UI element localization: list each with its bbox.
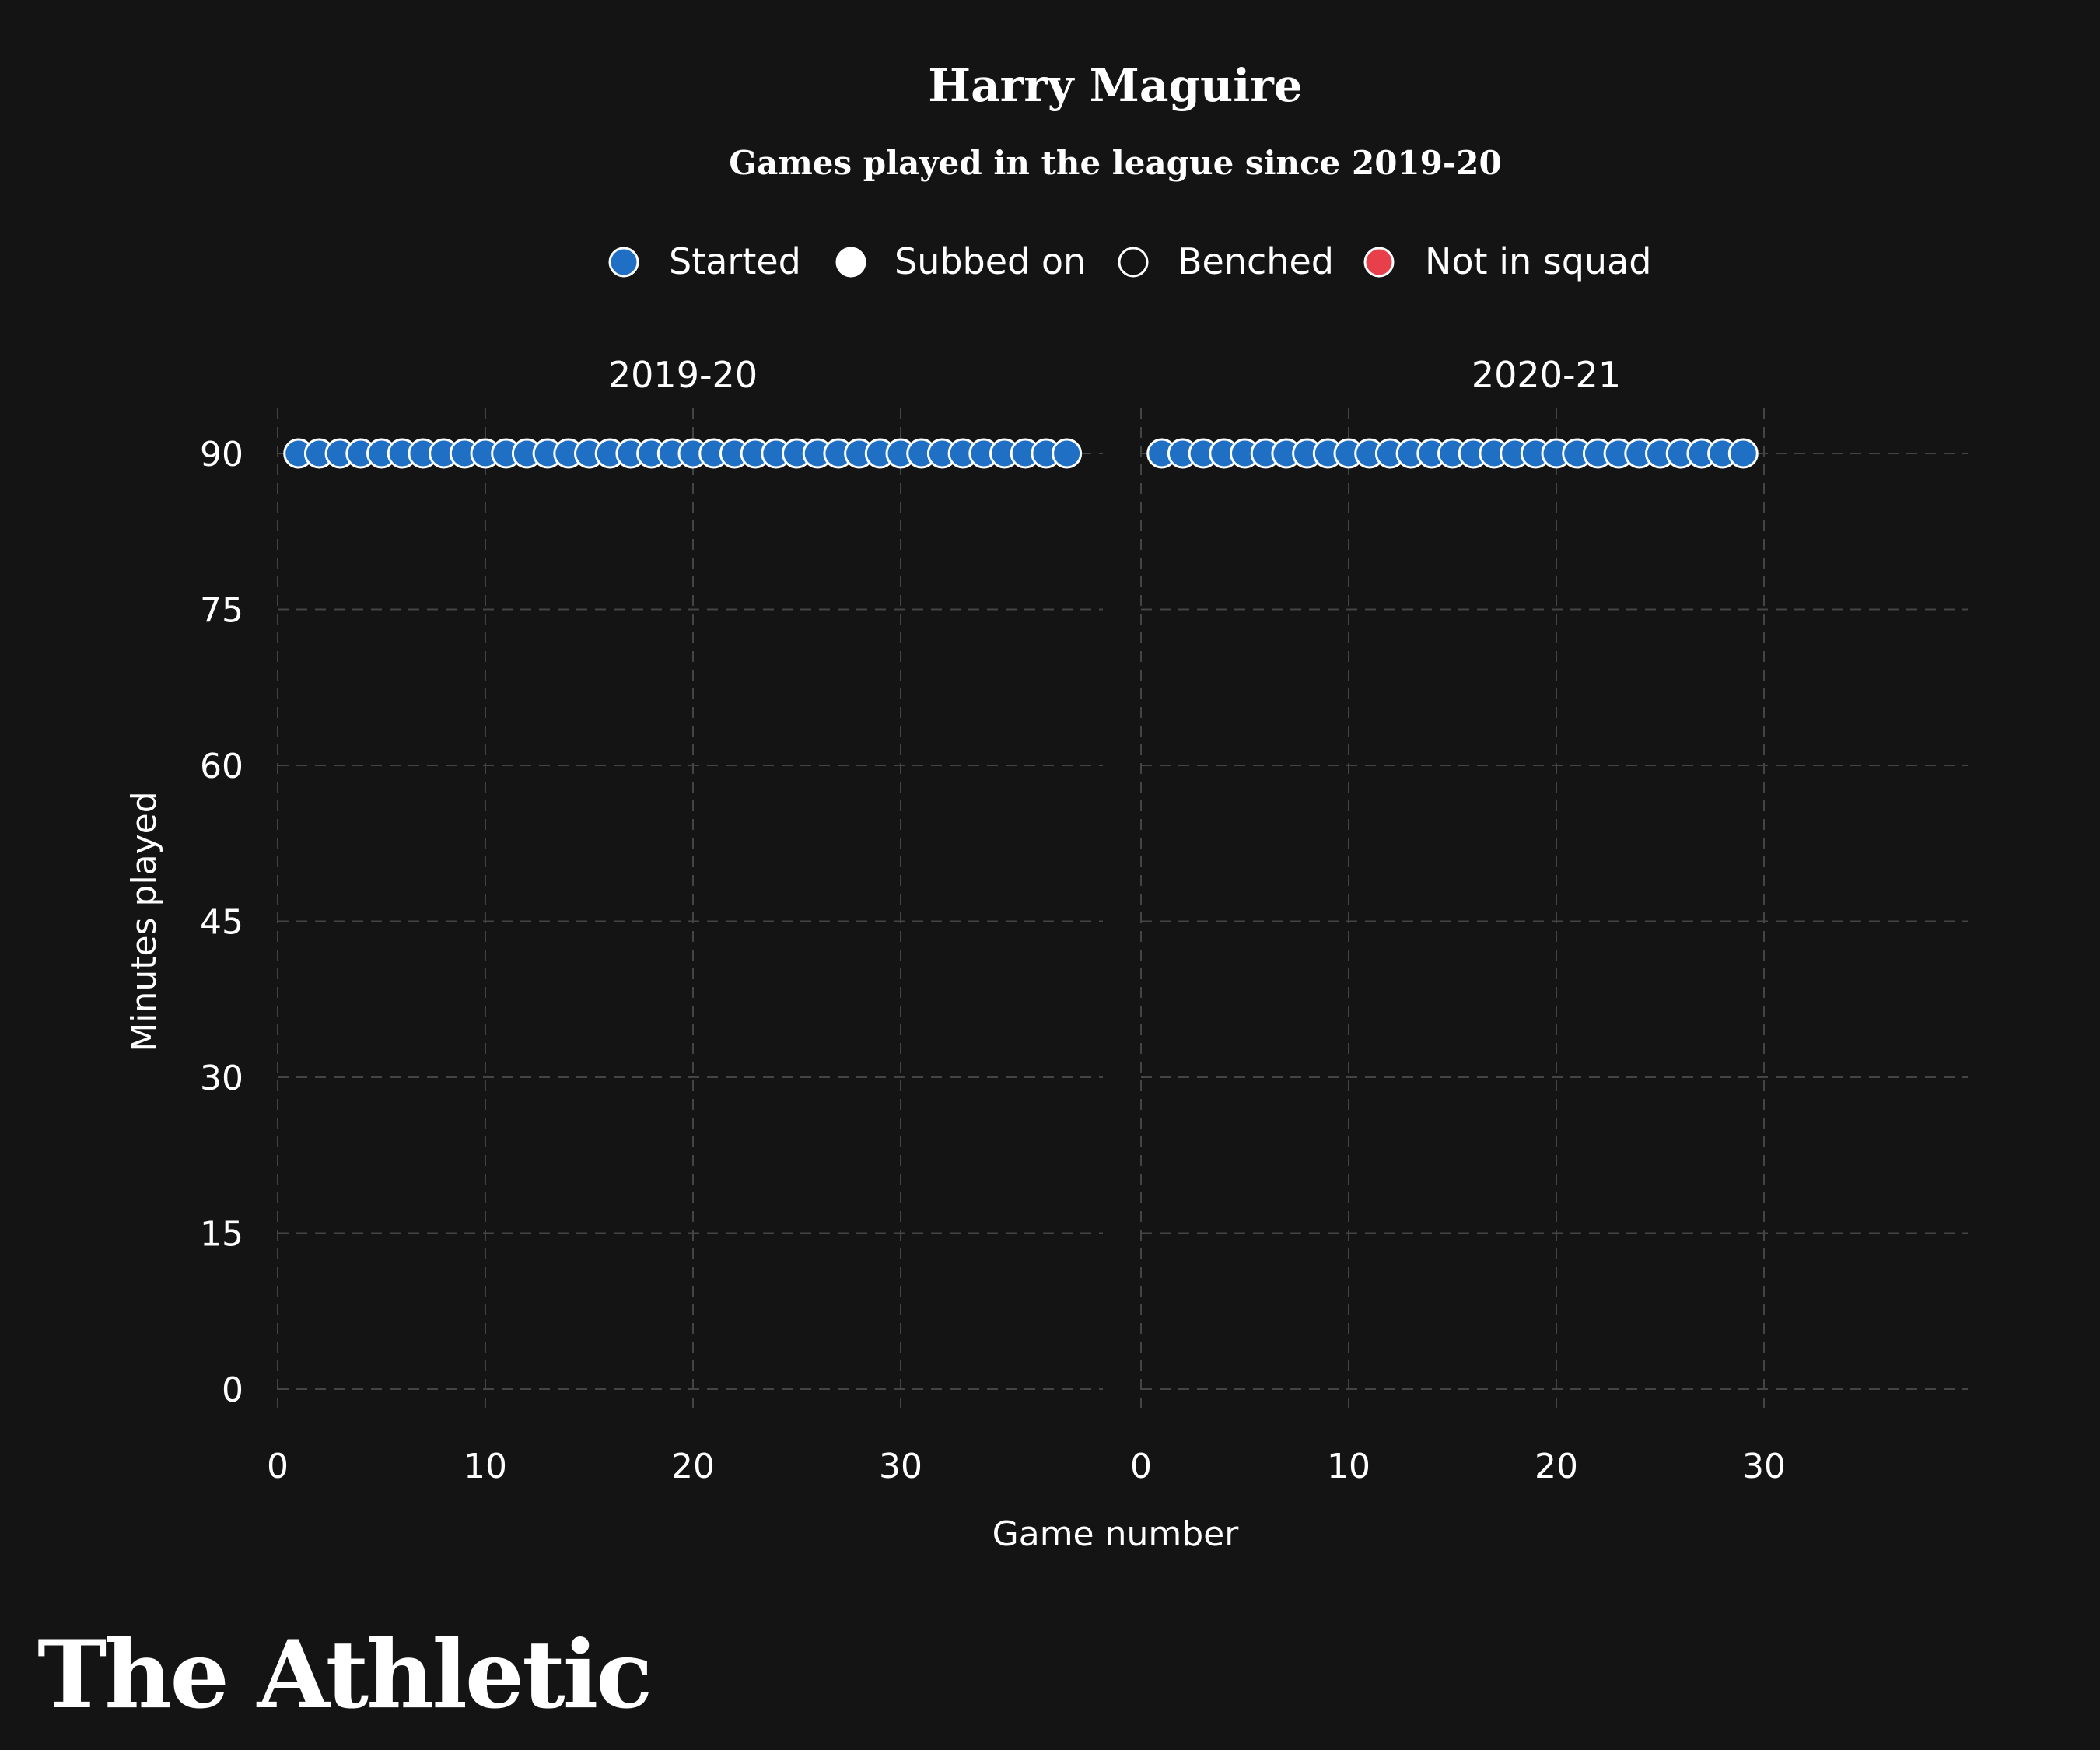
legend-marker-benched bbox=[1118, 247, 1149, 278]
x-tick-label: 10 bbox=[464, 1447, 507, 1486]
legend-marker-subbed-on bbox=[835, 247, 866, 278]
x-tick-label: 10 bbox=[1327, 1447, 1370, 1486]
legend: Started Subbed on Benched Not in squad bbox=[608, 240, 1651, 282]
x-tick-label: 30 bbox=[879, 1447, 922, 1486]
y-tick-label: 15 bbox=[200, 1215, 243, 1255]
legend-label-started: Started bbox=[669, 240, 801, 282]
legend-marker-not-in-squad bbox=[1363, 247, 1395, 278]
x-tick-label: 30 bbox=[1742, 1447, 1786, 1486]
x-tick-label: 20 bbox=[671, 1447, 715, 1486]
y-tick-label: 30 bbox=[200, 1059, 243, 1098]
y-tick-label: 0 bbox=[222, 1370, 243, 1410]
panels: 0 10 20 30 2019-20 0 10 20 30 2020-21 0 15 30 45 60 75 9… bbox=[200, 354, 1968, 1486]
data-point bbox=[1052, 438, 1083, 469]
x-tick-label: 0 bbox=[267, 1447, 289, 1486]
chart-title: Harry Maguire bbox=[928, 59, 1302, 112]
facet-label: 2020-21 bbox=[1472, 354, 1621, 396]
legend-label-not-in-squad: Not in squad bbox=[1425, 240, 1651, 282]
panel-2019-20: 0 10 20 30 2019-20 bbox=[267, 354, 1103, 1486]
y-tick-label: 60 bbox=[200, 747, 243, 786]
y-tick-label: 90 bbox=[200, 435, 243, 474]
legend-label-subbed-on: Subbed on bbox=[894, 240, 1086, 282]
panel-2020-21: 0 10 20 30 2020-21 bbox=[1130, 354, 1968, 1486]
y-axis-label: Minutes played bbox=[124, 791, 164, 1052]
x-tick-label: 20 bbox=[1535, 1447, 1578, 1486]
y-tick-label: 45 bbox=[200, 903, 243, 943]
legend-label-benched: Benched bbox=[1178, 240, 1334, 282]
facet-label: 2019-20 bbox=[608, 354, 758, 396]
data-point bbox=[1727, 438, 1759, 469]
y-tick-label: 75 bbox=[200, 591, 243, 631]
x-tick-label: 0 bbox=[1130, 1447, 1152, 1486]
legend-marker-started bbox=[608, 247, 639, 278]
chart-subtitle: Games played in the league since 2019-20 bbox=[729, 144, 1502, 182]
x-axis-label: Game number bbox=[992, 1514, 1240, 1554]
brand-logo: The Athletic bbox=[37, 1620, 650, 1730]
